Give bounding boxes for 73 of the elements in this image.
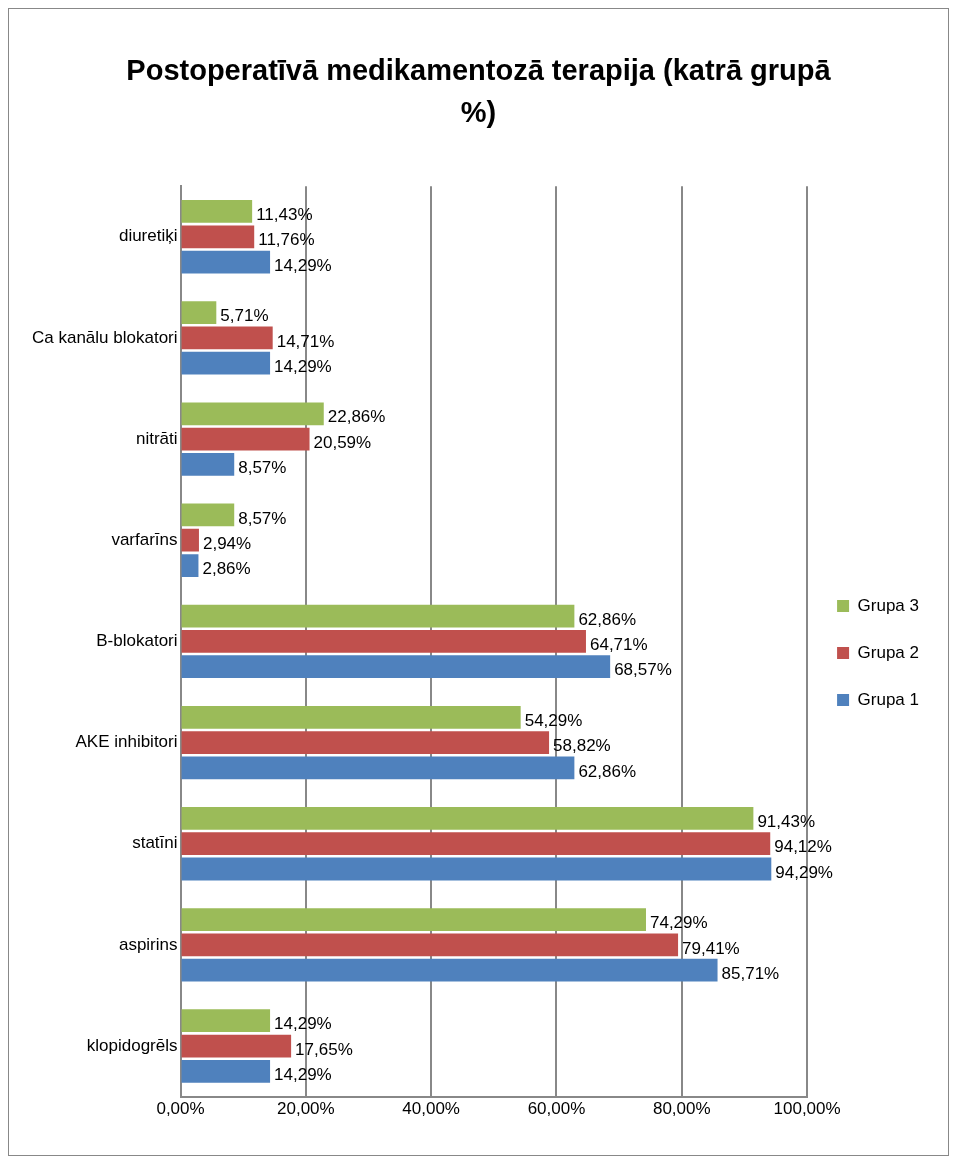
data-label: 58,82% — [553, 736, 611, 756]
chart-title: Postoperatīvā medikamentozā terapija (katrā grupā %) — [125, 53, 832, 130]
data-label: 11,43% — [256, 205, 313, 225]
x-tick-label: 0,00% — [156, 1099, 205, 1119]
bar — [181, 630, 586, 653]
bar — [181, 857, 772, 881]
data-label: 54,29% — [524, 710, 583, 730]
data-label: 14,29% — [274, 1014, 332, 1034]
data-label: 64,71% — [589, 635, 648, 655]
data-label: 14,29% — [274, 255, 332, 275]
bar — [181, 402, 324, 426]
y-tick-label: AKE inhibitori — [75, 732, 178, 752]
bar — [181, 756, 575, 780]
x-tick-label: 100,00% — [773, 1099, 841, 1119]
y-tick-label: varfarīns — [111, 529, 178, 549]
bar — [181, 933, 679, 957]
data-label: 8,57% — [238, 508, 287, 528]
data-label: 20,59% — [313, 432, 372, 452]
bar — [181, 326, 273, 350]
data-label: 94,12% — [774, 837, 832, 857]
data-label: 2,86% — [202, 559, 251, 579]
bar — [181, 1009, 271, 1033]
y-tick-label: klopidogrēls — [86, 1035, 178, 1055]
bar — [181, 1034, 292, 1058]
bar — [181, 807, 754, 830]
data-label: 74,29% — [649, 913, 708, 933]
data-label: 79,41% — [682, 938, 740, 958]
bar — [181, 225, 255, 249]
bar — [181, 503, 235, 527]
data-label: 14,29% — [274, 1065, 332, 1084]
y-tick-label: aspirins — [118, 934, 178, 954]
data-label: 68,57% — [614, 660, 672, 680]
bar — [181, 427, 310, 451]
data-label: 62,86% — [578, 609, 637, 629]
legend-label: Grupa 2 — [857, 642, 920, 662]
x-tick-label: 20,00% — [277, 1099, 335, 1119]
legend-label: Grupa 3 — [857, 595, 920, 615]
x-tick-label: 40,00% — [402, 1099, 460, 1119]
bar — [181, 655, 611, 679]
bar — [181, 958, 718, 982]
x-tick-label: 60,00% — [527, 1099, 586, 1119]
data-label: 62,86% — [578, 761, 637, 781]
bar — [181, 528, 199, 552]
data-label: 14,71% — [276, 331, 335, 351]
bar — [181, 200, 253, 223]
bar — [181, 554, 199, 577]
data-label: 85,71% — [721, 963, 780, 983]
data-label: 14,29% — [274, 356, 332, 376]
data-label: 11,76% — [258, 230, 315, 250]
data-label: 22,86% — [327, 407, 386, 427]
x-tick-label: 80,00% — [652, 1099, 711, 1119]
data-label: 5,71% — [220, 306, 269, 326]
y-tick-label: diuretiķi — [118, 226, 178, 246]
y-tick-label: nitrāti — [135, 428, 178, 448]
bar — [181, 705, 521, 729]
bar — [181, 351, 271, 375]
bar — [181, 832, 771, 856]
data-label: 17,65% — [295, 1039, 353, 1059]
bar — [181, 1059, 271, 1083]
data-label: 8,57% — [238, 458, 287, 478]
bar — [181, 604, 575, 628]
legend-label: Grupa 1 — [857, 689, 920, 709]
y-tick-label: statīni — [132, 833, 178, 853]
bar — [181, 731, 550, 754]
bar — [181, 250, 271, 274]
bar — [181, 301, 217, 325]
data-label: 2,94% — [202, 533, 252, 553]
bar — [181, 908, 646, 931]
bar — [181, 453, 235, 476]
y-tick-label: B-blokatori — [96, 631, 178, 651]
y-tick-label: Ca kanālu blokatori — [32, 327, 178, 347]
data-label: 94,29% — [775, 862, 833, 882]
data-label: 91,43% — [757, 812, 816, 832]
